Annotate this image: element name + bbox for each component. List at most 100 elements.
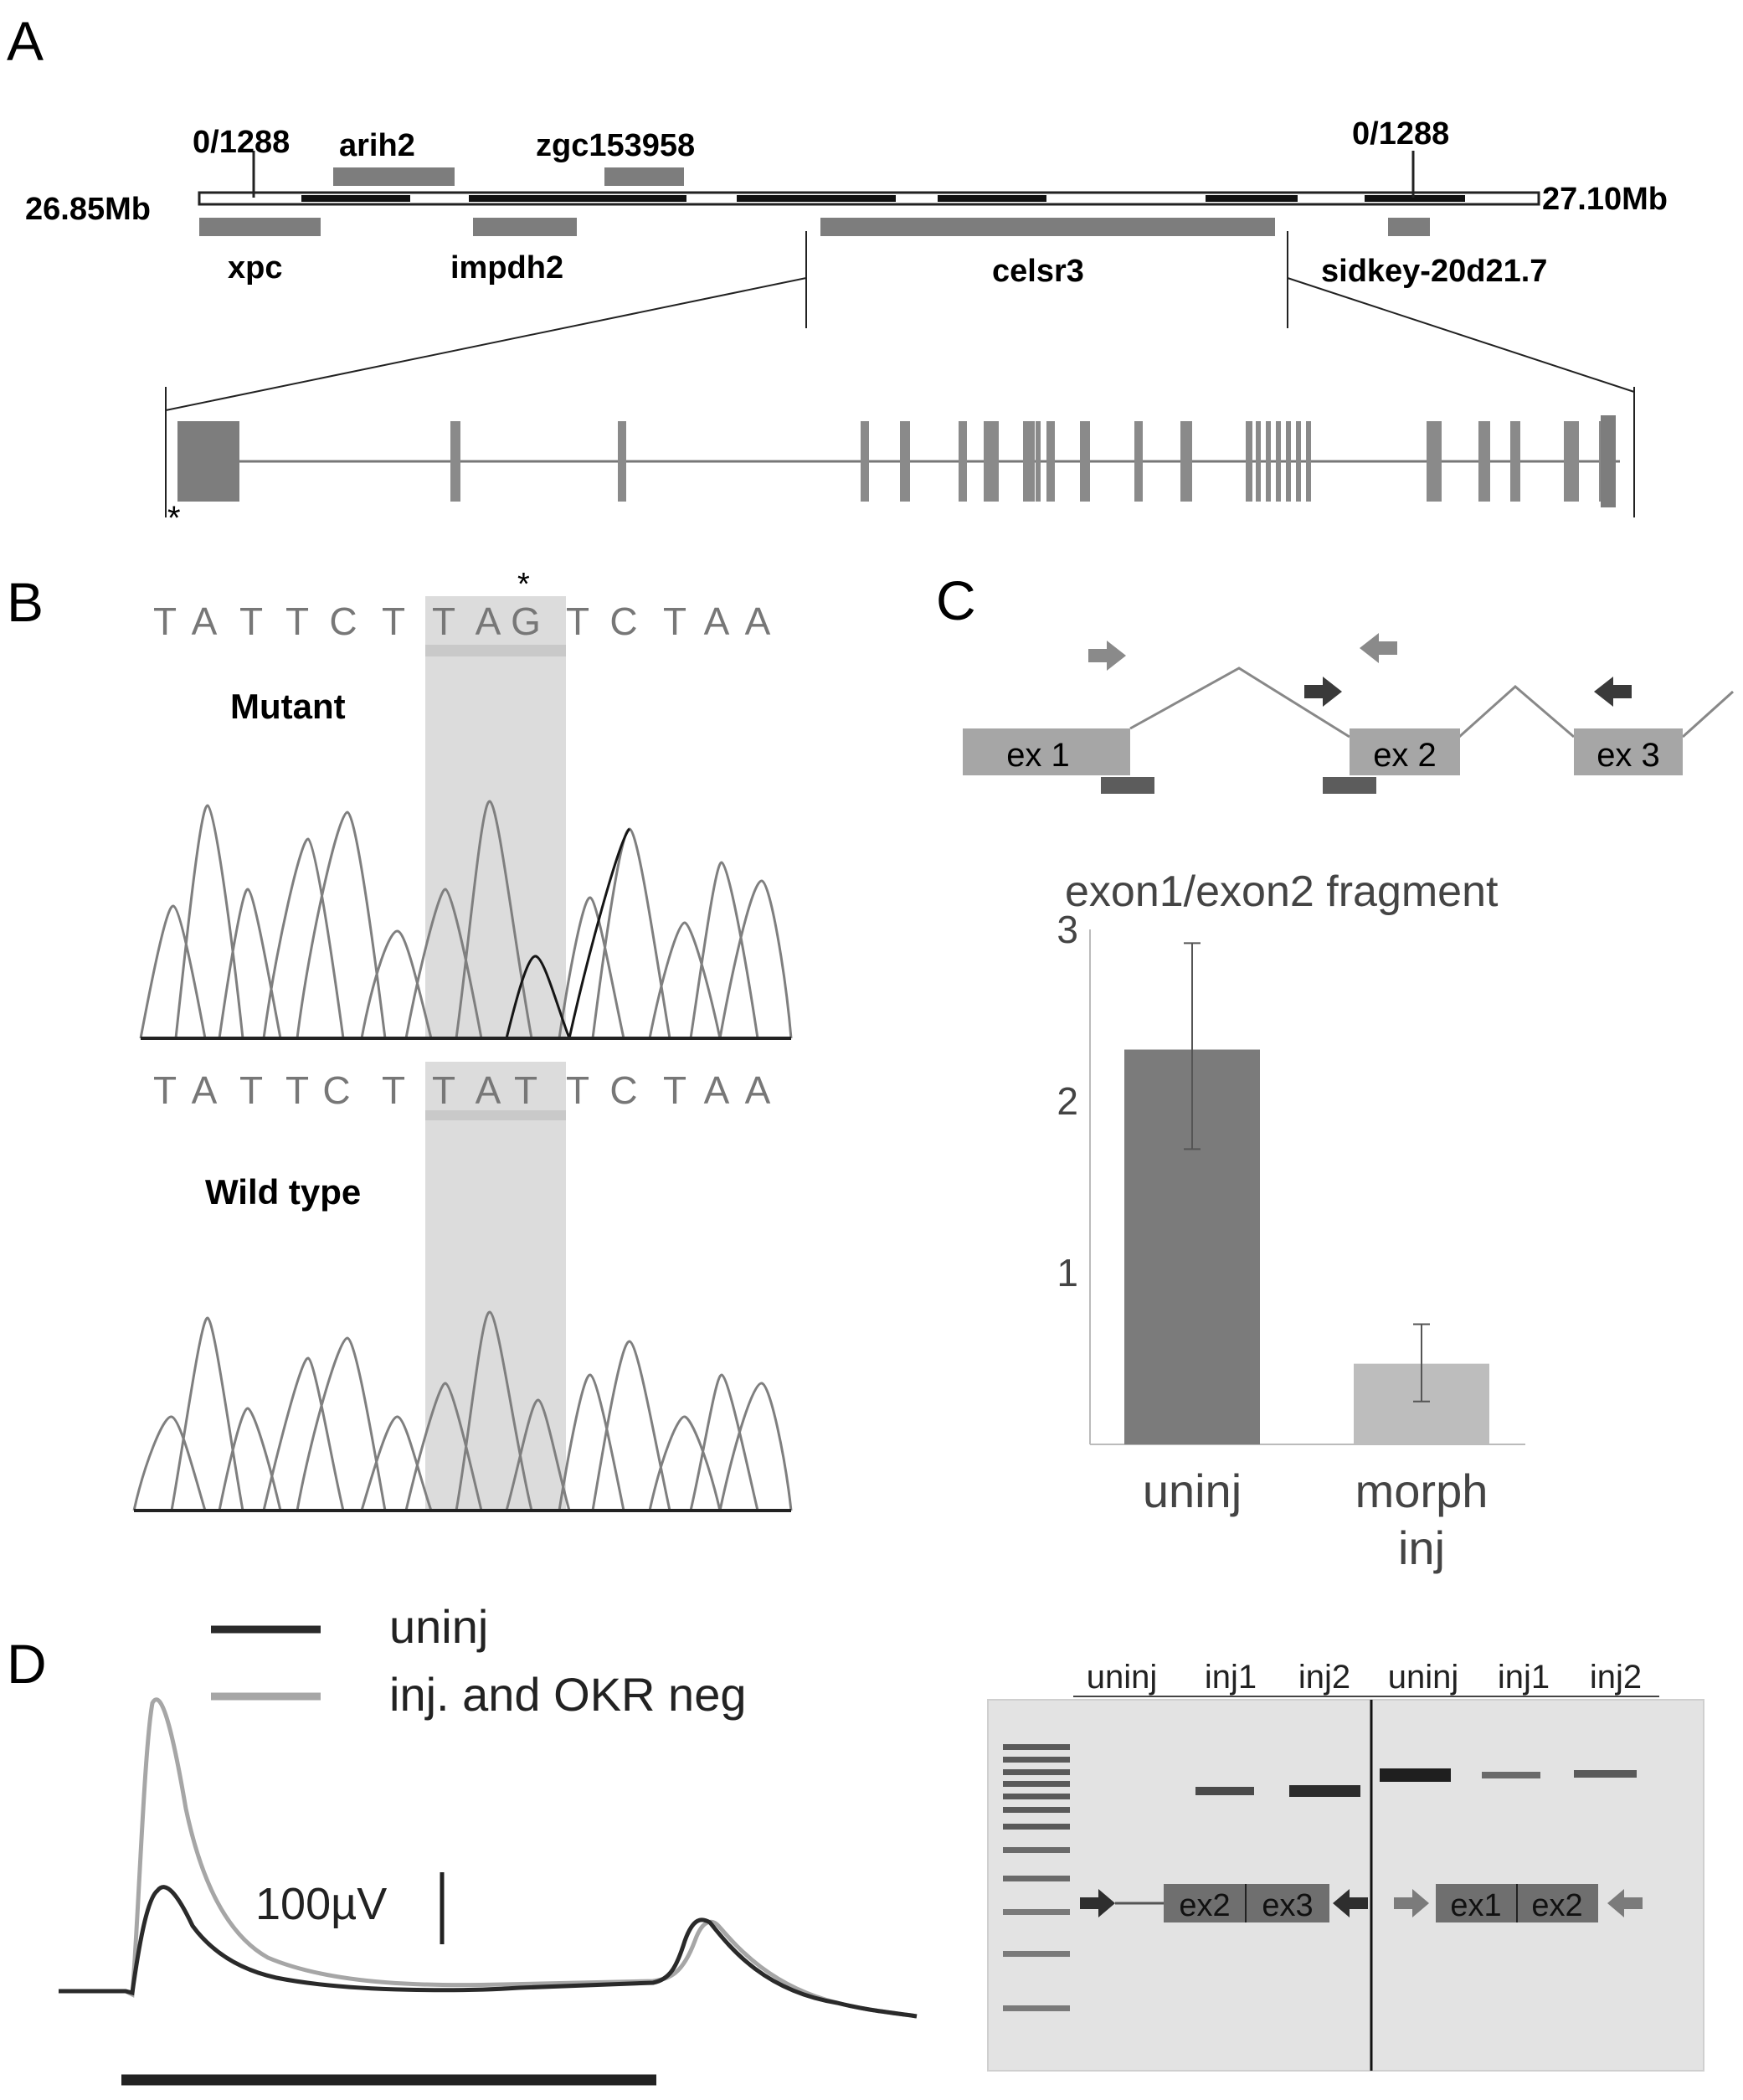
exon-1 — [177, 421, 239, 502]
exon-tick — [1296, 421, 1301, 502]
zoom-line-right — [1287, 277, 1635, 393]
exon-tick — [1266, 421, 1271, 502]
sequence-base: T — [285, 1068, 309, 1112]
gene-xpc-label: xpc — [228, 250, 282, 286]
wildtype-highlight-cap — [425, 1110, 566, 1120]
fragment-right-arrow-reverse-icon — [1622, 1897, 1643, 1909]
exon-tick — [618, 421, 626, 502]
sequence-base: A — [476, 1068, 501, 1112]
marker-right-label: 0/1288 — [1352, 116, 1449, 152]
exon-box-1-label: ex 1 — [1006, 737, 1070, 774]
gene-arih2-box — [333, 167, 455, 186]
morpholino-bar-2 — [1323, 777, 1376, 794]
sequence-base: C — [322, 1068, 350, 1112]
sequence-base: T — [432, 1068, 455, 1112]
exon-tick — [1030, 421, 1035, 502]
chromosome-segments — [301, 195, 1465, 202]
sequence-base: T — [382, 1068, 405, 1112]
gel-lane-label: uninj — [1388, 1659, 1459, 1696]
gel-lane-label: inj1 — [1498, 1659, 1550, 1696]
exon-tick — [1510, 421, 1520, 502]
fragment-left-ex-b: ex3 — [1262, 1888, 1313, 1923]
fragment-right-ex-a: ex1 — [1450, 1888, 1501, 1923]
erg-trace-injected — [59, 1697, 918, 2019]
exon-tick — [1046, 421, 1055, 502]
gene-zgc153958-label: zgc153958 — [536, 128, 695, 163]
splice-line-2 — [1458, 685, 1575, 739]
primer-arrow-reverse-gray-icon — [1360, 633, 1397, 663]
sequence-base: T — [239, 1068, 263, 1112]
gene-sidkey-label: sidkey-20d21.7 — [1321, 254, 1547, 289]
chart-y-ticks: 1 2 3 — [1057, 908, 1078, 1294]
primer-arrow-forward-dark-icon — [1304, 677, 1342, 707]
exon-box-2 — [1350, 728, 1460, 775]
exon-tick — [1036, 421, 1041, 502]
gel-lane-label: inj2 — [1590, 1659, 1642, 1696]
wildtype-highlight — [425, 1062, 566, 1511]
category-label: morph — [1355, 1464, 1488, 1517]
exon-box-3-label: ex 3 — [1596, 737, 1660, 774]
panel-c-letter: C — [936, 569, 976, 631]
morpholino-bar-1 — [1101, 777, 1154, 794]
exon-tick — [1256, 421, 1261, 502]
category-label: uninj — [1143, 1464, 1242, 1517]
y-tick-label: 3 — [1057, 908, 1078, 951]
sequence-base: T — [663, 1068, 686, 1112]
sequence-base: T — [432, 600, 455, 643]
scale-bar-label: 100µV — [255, 1879, 387, 1929]
sequence-base: A — [745, 600, 771, 643]
fragment-right-arrow-forward-icon — [1394, 1897, 1414, 1909]
exon-tick — [1427, 421, 1442, 502]
chart-error-bars — [1184, 942, 1430, 1403]
sequence-base: A — [192, 1068, 218, 1112]
gel-ladder — [1003, 1744, 1070, 2011]
erg-trace-uninj — [59, 1885, 918, 2019]
gel-lane-label: uninj — [1087, 1659, 1158, 1696]
sequence-base: T — [663, 600, 686, 643]
gel-fragment-right: ex1 ex2 — [1394, 1884, 1643, 1923]
exon-tick — [992, 421, 999, 502]
zoom-line-left — [165, 277, 807, 411]
y-tick-label: 2 — [1057, 1079, 1078, 1123]
exon-tick — [1478, 421, 1490, 502]
sequence-base: T — [239, 600, 263, 643]
fragment-left-ex-a: ex2 — [1179, 1888, 1230, 1923]
panel-a: A 26.85Mb 27.10Mb 0/1288 0/1288 arih2 zg… — [7, 10, 1668, 537]
gene-zgc153958-box — [604, 167, 684, 186]
exon-tick — [900, 421, 910, 502]
exon-tick — [1276, 421, 1281, 502]
splice-line-3 — [1681, 690, 1735, 739]
exon-star: * — [167, 500, 181, 537]
celsr3-exon-structure — [165, 387, 1635, 517]
sequence-base: C — [329, 600, 357, 643]
panel-d-letter: D — [7, 1633, 47, 1695]
exon-tick — [1306, 421, 1311, 502]
panel-d: D uninj inj. and OKR neg 100µV uninj inj1… — [7, 1600, 1704, 2086]
gel-figure: uninj inj1 inj2 uninj inj1 inj2 — [987, 1659, 1704, 2072]
fragment-arrow-forward-icon — [1080, 1897, 1100, 1909]
scale-left-label: 26.85Mb — [25, 192, 151, 227]
chart-bars — [1124, 1049, 1489, 1444]
gel-lane-label: inj2 — [1298, 1659, 1350, 1696]
exon-box-3 — [1574, 728, 1683, 775]
gene-sidkey-box — [1388, 218, 1430, 236]
gel-image-border — [987, 1699, 1704, 2072]
mutant-trace-gray — [139, 800, 793, 1039]
sequence-base: A — [192, 600, 218, 643]
panel-c: C ex 1 ex 2 ex 3 — [936, 569, 1735, 1574]
exon-tick — [1080, 421, 1090, 502]
sequence-base: A — [745, 1068, 771, 1112]
legend-label-injected: inj. and OKR neg — [389, 1668, 746, 1721]
exon-diagram: ex 1 ex 2 ex 3 — [963, 633, 1735, 794]
gene-arih2-label: arih2 — [339, 128, 415, 163]
mutant-star: * — [517, 567, 530, 602]
exon-tick — [861, 421, 869, 502]
sequence-base: T — [566, 1068, 589, 1112]
sequence-base: A — [476, 600, 501, 643]
sequence-base: A — [704, 600, 730, 643]
